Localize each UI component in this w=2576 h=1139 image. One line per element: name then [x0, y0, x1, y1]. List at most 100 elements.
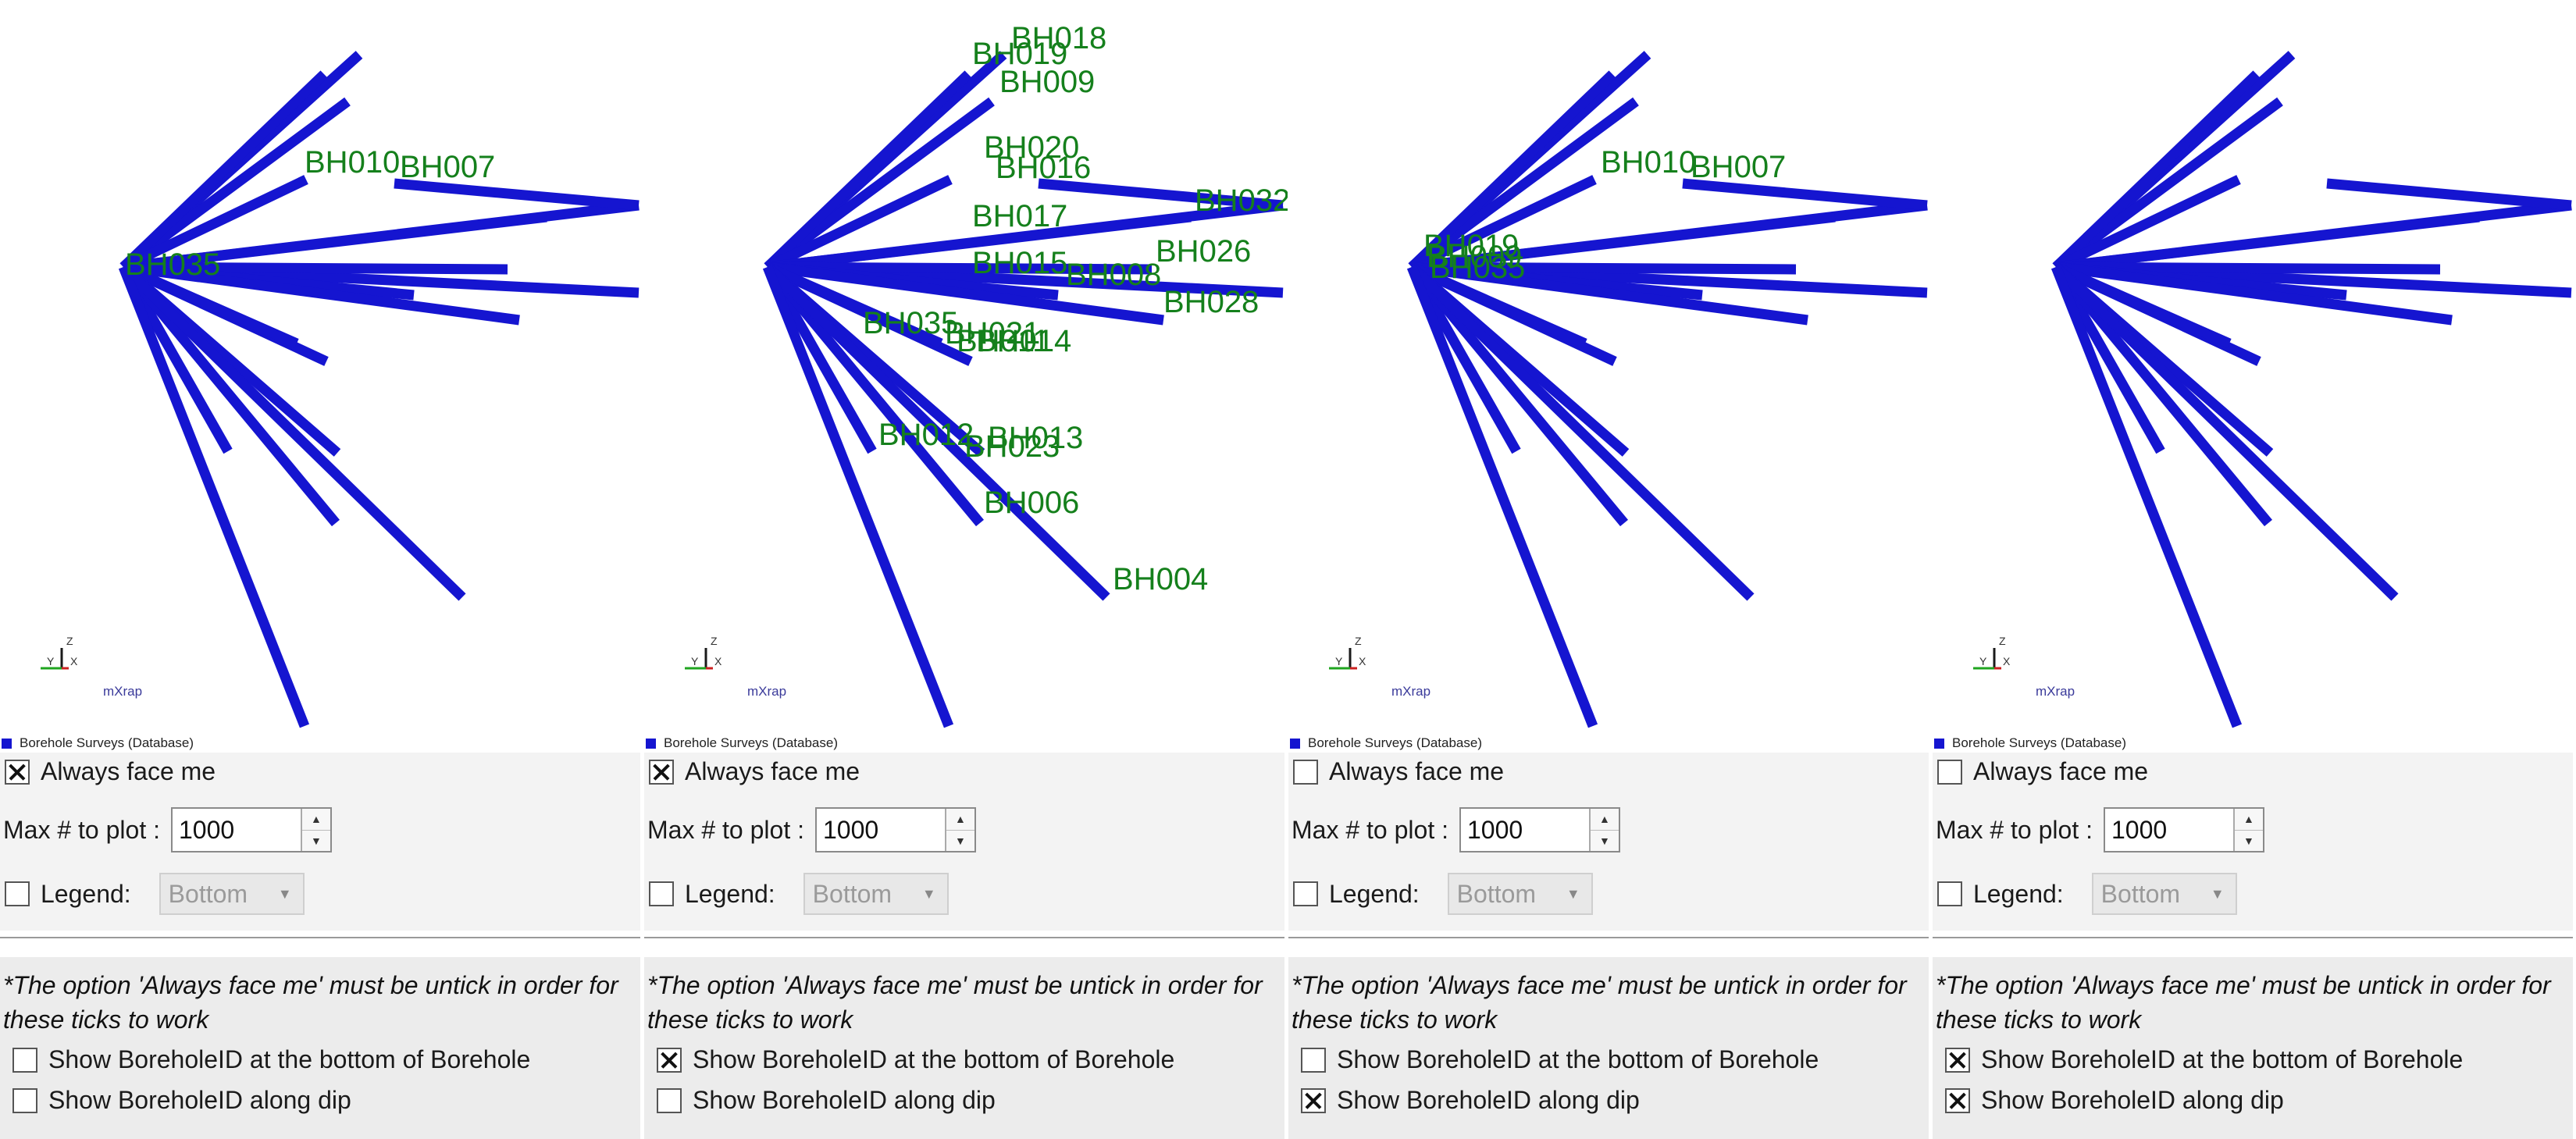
- borehole-trace[interactable]: [2054, 175, 2241, 272]
- borehole-trace[interactable]: [2052, 70, 2261, 271]
- max-plot-stepper[interactable]: ▲ ▼: [170, 807, 332, 852]
- borehole-trace[interactable]: [123, 262, 508, 275]
- increment-button[interactable]: ▲: [301, 809, 330, 831]
- borehole-trace[interactable]: [764, 263, 1110, 601]
- borehole-trace[interactable]: [119, 263, 340, 527]
- borehole-trace[interactable]: [765, 175, 953, 272]
- borehole-trace[interactable]: [2055, 262, 2441, 275]
- borehole-trace[interactable]: [2055, 212, 2480, 272]
- show-dip-checkbox[interactable]: [657, 1087, 682, 1113]
- always-face-checkbox[interactable]: [5, 759, 30, 785]
- always-face-row[interactable]: Always face me: [649, 757, 860, 786]
- always-face-checkbox[interactable]: [649, 759, 674, 785]
- borehole-trace[interactable]: [767, 262, 1164, 326]
- decrement-button[interactable]: ▼: [2234, 830, 2263, 851]
- borehole-trace[interactable]: [767, 262, 1153, 275]
- borehole-trace[interactable]: [2055, 262, 2453, 326]
- borehole-trace[interactable]: [121, 262, 299, 348]
- always-face-checkbox[interactable]: [1293, 759, 1318, 785]
- borehole-trace[interactable]: [1408, 263, 1755, 601]
- borehole-trace[interactable]: [120, 97, 351, 272]
- max-plot-input[interactable]: [172, 809, 301, 851]
- borehole-trace[interactable]: [123, 212, 547, 272]
- legend-position-select[interactable]: Bottom ▼: [803, 873, 949, 915]
- increment-button[interactable]: ▲: [1590, 809, 1619, 831]
- borehole-trace[interactable]: [767, 212, 1192, 272]
- show-bottom-checkbox[interactable]: [1301, 1047, 1326, 1073]
- show-dip-checkbox[interactable]: [1945, 1087, 1970, 1113]
- borehole-trace[interactable]: [1409, 175, 1597, 272]
- borehole-trace[interactable]: [121, 175, 308, 272]
- borehole-trace[interactable]: [1409, 262, 1587, 348]
- always-face-row[interactable]: Always face me: [1937, 757, 2148, 786]
- show-bottom-row[interactable]: Show BoreholeID at the bottom of Borehol…: [1301, 1045, 1819, 1074]
- show-bottom-row[interactable]: Show BoreholeID at the bottom of Borehol…: [1945, 1045, 2463, 1074]
- max-plot-input[interactable]: [1460, 809, 1589, 851]
- always-face-row[interactable]: Always face me: [1293, 757, 1504, 786]
- show-dip-row[interactable]: Show BoreholeID along dip: [657, 1086, 996, 1115]
- decrement-button[interactable]: ▼: [946, 830, 974, 851]
- legend-checkbox[interactable]: [5, 881, 30, 906]
- borehole-trace[interactable]: [118, 265, 310, 728]
- borehole-trace[interactable]: [394, 178, 640, 211]
- legend-checkbox[interactable]: [1937, 881, 1962, 906]
- borehole-trace[interactable]: [123, 262, 520, 326]
- borehole-trace[interactable]: [2050, 265, 2243, 728]
- always-face-checkbox[interactable]: [1937, 759, 1962, 785]
- legend-position-select[interactable]: Bottom ▼: [1447, 873, 1593, 915]
- show-dip-row[interactable]: Show BoreholeID along dip: [1301, 1086, 1640, 1115]
- borehole-trace[interactable]: [2053, 97, 2283, 272]
- borehole-scene[interactable]: BH019BH018BH009BH020BH016BH017BH032BH026…: [1933, 0, 2576, 734]
- show-bottom-row[interactable]: Show BoreholeID at the bottom of Borehol…: [657, 1045, 1174, 1074]
- borehole-trace[interactable]: [764, 97, 995, 272]
- max-plot-input[interactable]: [816, 809, 945, 851]
- show-dip-row[interactable]: Show BoreholeID along dip: [12, 1086, 351, 1115]
- show-dip-checkbox[interactable]: [1301, 1087, 1326, 1113]
- borehole-trace[interactable]: [1411, 262, 1797, 275]
- increment-button[interactable]: ▲: [946, 809, 974, 831]
- borehole-trace[interactable]: [2051, 263, 2273, 527]
- borehole-trace[interactable]: [1407, 263, 1629, 527]
- show-bottom-checkbox[interactable]: [12, 1047, 37, 1073]
- max-plot-stepper[interactable]: ▲ ▼: [814, 807, 976, 852]
- borehole-trace[interactable]: [1406, 265, 1598, 728]
- increment-button[interactable]: ▲: [2234, 809, 2263, 831]
- legend-position-select[interactable]: Bottom ▼: [2091, 873, 2237, 915]
- show-dip-row[interactable]: Show BoreholeID along dip: [1945, 1086, 2284, 1115]
- borehole-trace[interactable]: [764, 70, 972, 271]
- borehole-trace[interactable]: [762, 265, 954, 728]
- borehole-trace[interactable]: [1409, 97, 1639, 272]
- borehole-trace[interactable]: [765, 262, 943, 348]
- show-bottom-checkbox[interactable]: [1945, 1047, 1970, 1073]
- borehole-trace[interactable]: [2052, 263, 2399, 601]
- always-face-row[interactable]: Always face me: [5, 757, 216, 786]
- show-bottom-row[interactable]: Show BoreholeID at the bottom of Borehol…: [12, 1045, 530, 1074]
- max-plot-input[interactable]: [2104, 809, 2233, 851]
- borehole-trace[interactable]: [2054, 262, 2232, 348]
- borehole-trace[interactable]: [763, 263, 985, 527]
- decrement-button[interactable]: ▼: [1590, 830, 1619, 851]
- show-bottom-checkbox[interactable]: [657, 1047, 682, 1073]
- borehole-trace[interactable]: [2326, 178, 2572, 211]
- borehole-trace[interactable]: [1682, 178, 1928, 211]
- borehole-trace[interactable]: [1408, 70, 1616, 271]
- legend-checkbox[interactable]: [649, 881, 674, 906]
- max-plot-stepper[interactable]: ▲ ▼: [1459, 807, 1620, 852]
- borehole-trace[interactable]: [119, 70, 328, 271]
- legend-position-select[interactable]: Bottom ▼: [159, 873, 305, 915]
- 3d-viewport[interactable]: BH019BH018BH009BH020BH016BH017BH032BH026…: [1933, 0, 2576, 734]
- borehole-trace[interactable]: [1411, 212, 1836, 272]
- show-dip-checkbox[interactable]: [12, 1087, 37, 1113]
- 3d-viewport[interactable]: BH018 BH019 BH009 BH020 BH016 BH017 BH032 BH015…: [644, 0, 1288, 734]
- max-plot-stepper[interactable]: ▲ ▼: [2103, 807, 2264, 852]
- borehole-trace[interactable]: [1038, 178, 1284, 211]
- legend-checkbox[interactable]: [1293, 881, 1318, 906]
- borehole-trace[interactable]: [1411, 262, 1808, 326]
- decrement-button[interactable]: ▼: [301, 830, 330, 851]
- borehole-trace[interactable]: [119, 263, 466, 601]
